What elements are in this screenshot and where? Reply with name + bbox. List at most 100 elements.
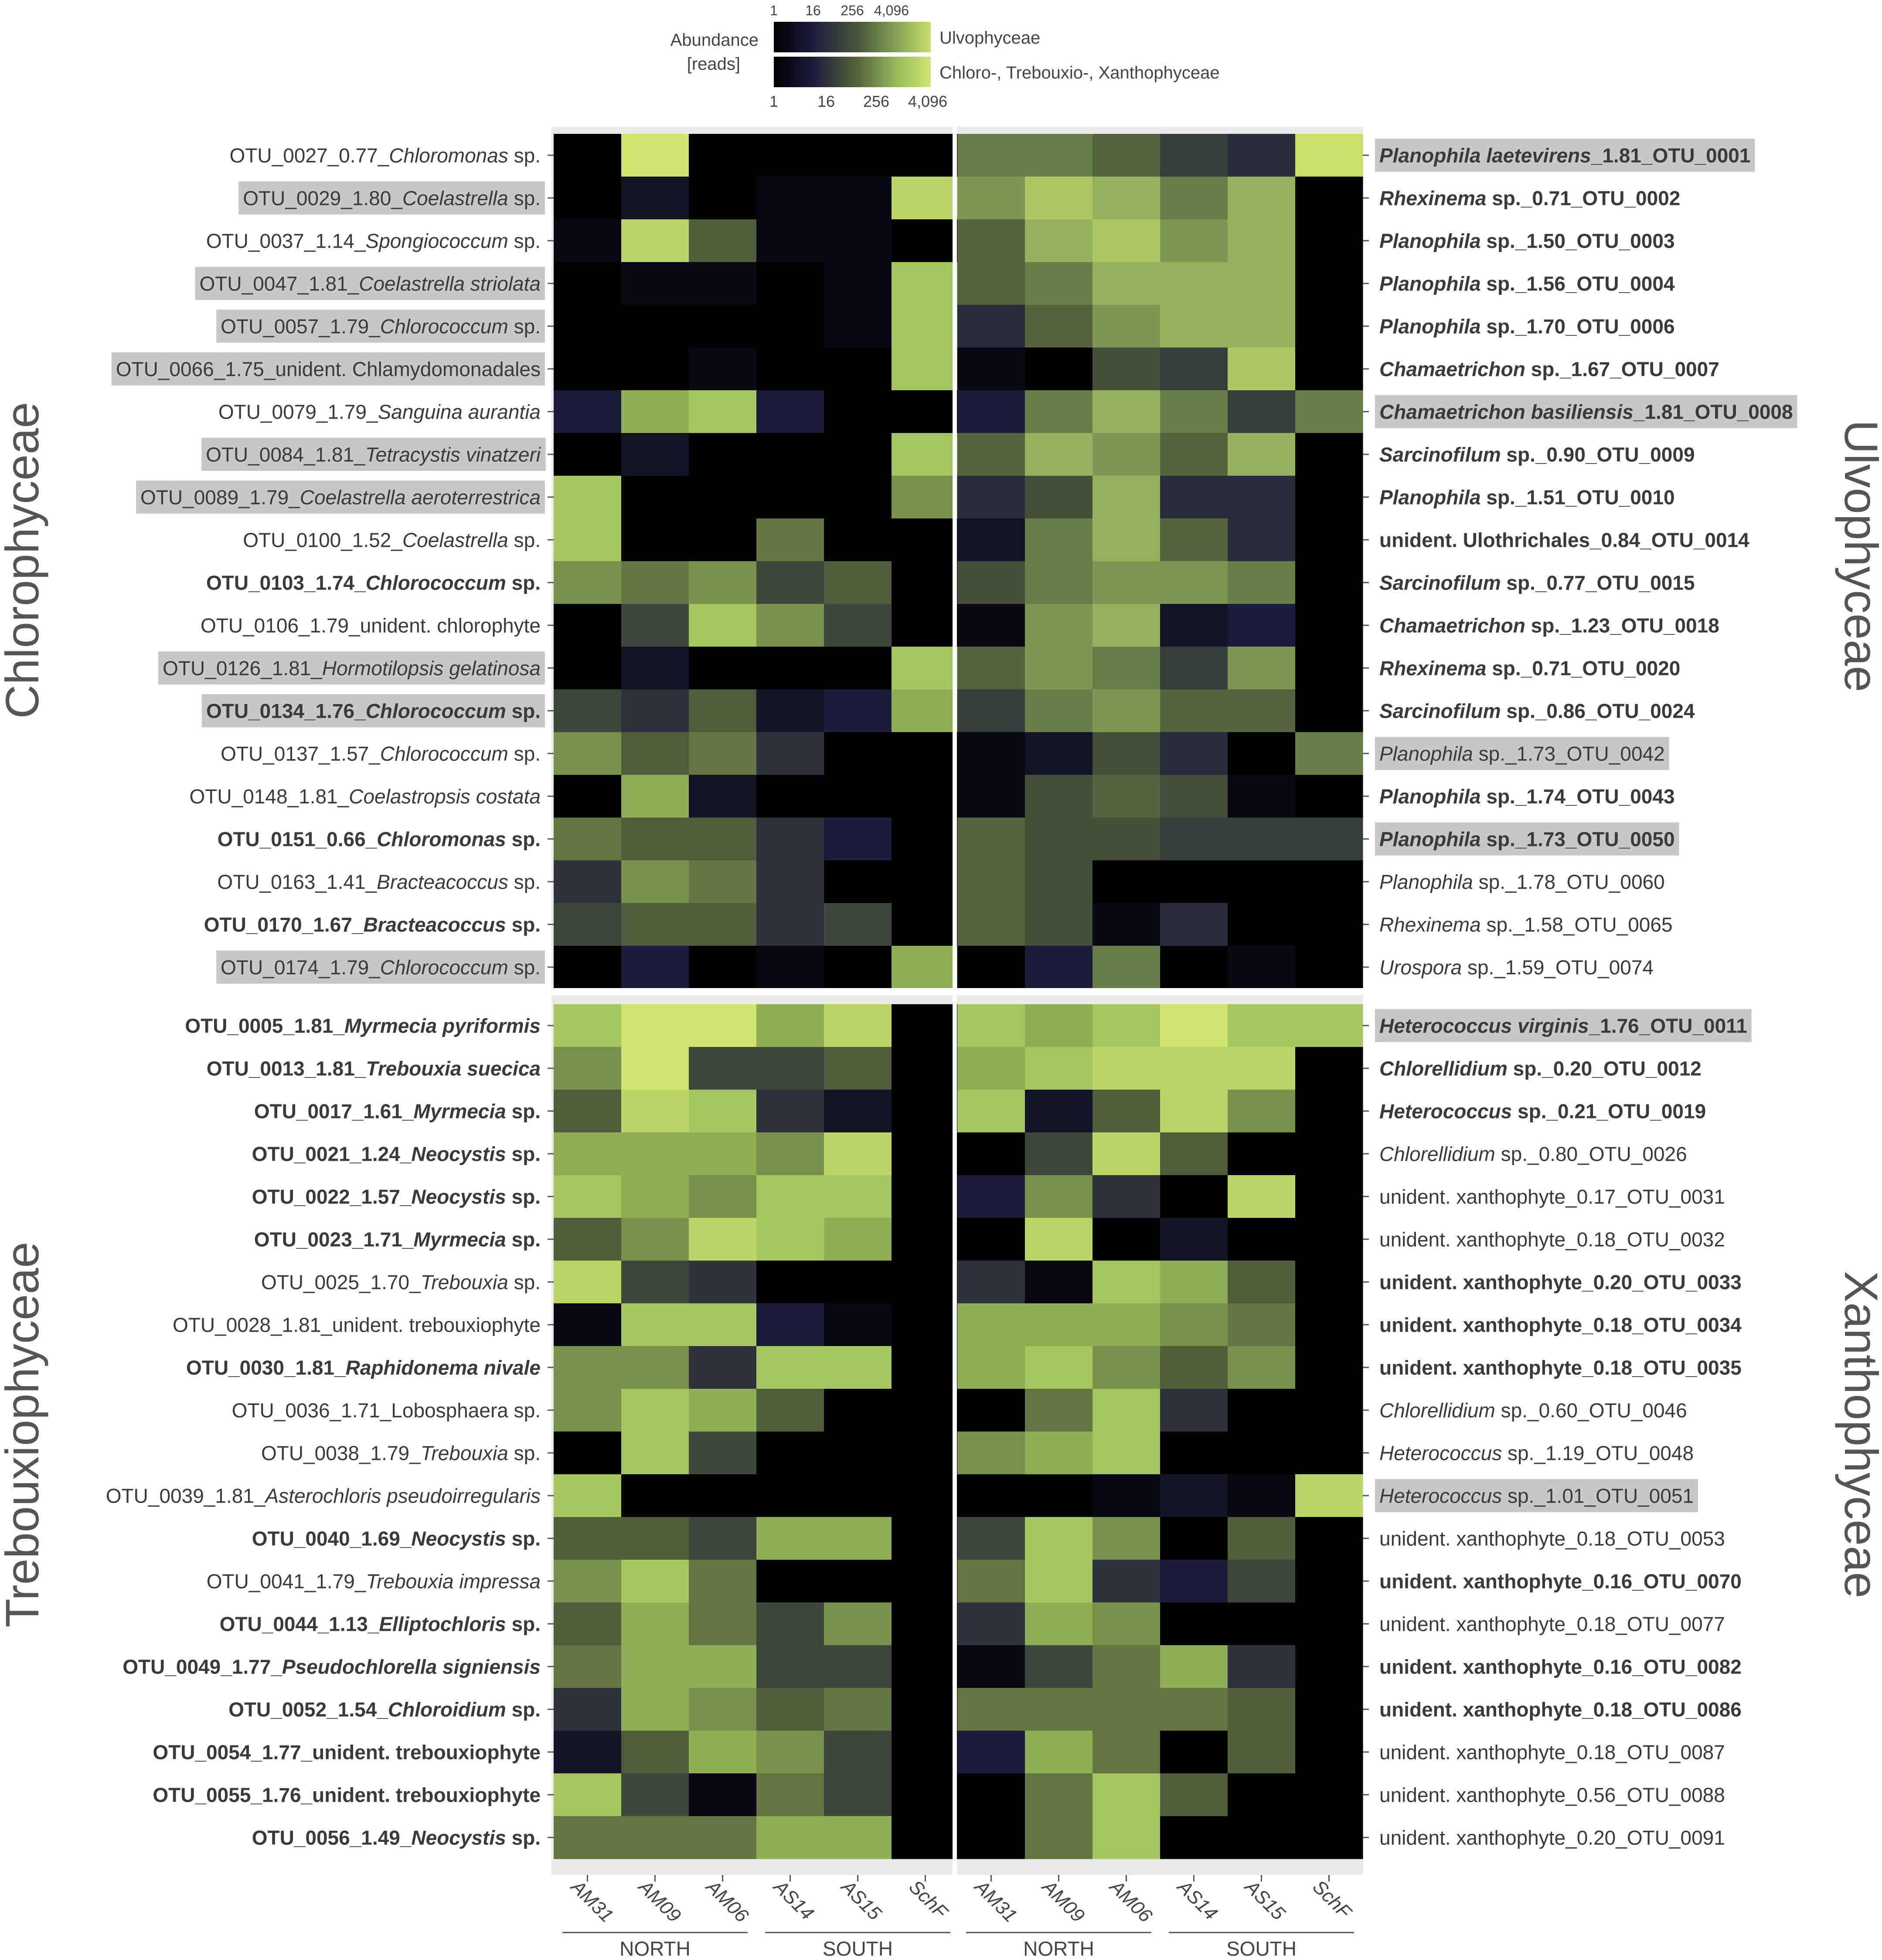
heatmap-cell — [554, 1645, 622, 1688]
row-label: OTU_0103_1.74_Chlorococcum sp. — [206, 572, 541, 594]
heatmap-cell — [1092, 1688, 1161, 1731]
heatmap-cell — [824, 647, 892, 690]
heatmap-cell — [1025, 1517, 1093, 1560]
heatmap-cell — [1025, 1303, 1093, 1346]
heatmap-cell — [756, 1047, 824, 1090]
heatmap-cell — [1295, 1047, 1363, 1090]
heatmap-cell — [892, 1560, 960, 1603]
heatmap-cell — [689, 518, 757, 562]
heatmap-cell — [1025, 476, 1093, 519]
heatmap-cell — [957, 262, 1025, 305]
legend-top-tick: 16 — [805, 3, 821, 18]
heatmap-cell — [824, 177, 892, 220]
row-label: Rhexinema sp._1.58_OTU_0065 — [1379, 914, 1673, 936]
heatmap-cell — [1025, 1432, 1093, 1475]
heatmap-cell — [1295, 1218, 1363, 1261]
heatmap-cell — [1160, 433, 1228, 476]
row-label: unident. xanthophyte_0.20_OTU_0033 — [1379, 1271, 1742, 1294]
heatmap-cell — [892, 1731, 960, 1774]
heatmap-cell — [554, 860, 622, 903]
row-label: unident. xanthophyte_0.18_OTU_0032 — [1379, 1228, 1725, 1251]
heatmap-cell — [554, 818, 622, 861]
heatmap-cell — [1295, 262, 1363, 305]
row-label: OTU_0027_0.77_Chloromonas sp. — [230, 144, 541, 167]
row-label-highlight — [111, 352, 545, 385]
heatmap-cell — [1092, 946, 1161, 989]
heatmap-cell — [892, 1474, 960, 1517]
heatmap-cell — [1160, 177, 1228, 220]
heatmap-cell — [756, 348, 824, 391]
heatmap-cell — [957, 1645, 1025, 1688]
heatmap-cell — [1025, 604, 1093, 647]
heatmap-cell — [1295, 1816, 1363, 1859]
heatmap-cell — [1025, 1560, 1093, 1603]
heatmap-cell — [1160, 390, 1228, 433]
heatmap-cell — [892, 1218, 960, 1261]
heatmap-cell — [957, 1047, 1025, 1090]
heatmap-cell — [892, 1175, 960, 1218]
row-label-highlight — [1375, 139, 1755, 172]
heatmap-cell — [824, 818, 892, 861]
heatmap-cell — [1160, 262, 1228, 305]
heatmap-cell — [689, 1047, 757, 1090]
heatmap-cell — [1092, 1132, 1161, 1176]
heatmap-cell — [824, 1773, 892, 1817]
heatmap-cell — [957, 604, 1025, 647]
heatmap-cell — [554, 348, 622, 391]
heatmap-cell — [1160, 1602, 1228, 1646]
column-label: AM09 — [633, 1875, 685, 1926]
heatmap-cell — [1160, 860, 1228, 903]
heatmap-cell — [689, 1560, 757, 1603]
heatmap-cell — [1228, 647, 1296, 690]
heatmap-cell — [1025, 1004, 1093, 1047]
heatmap-cell — [892, 1303, 960, 1346]
heatmap-cell — [892, 1261, 960, 1304]
heatmap-cell — [1228, 476, 1296, 519]
heatmap-cell — [1228, 1261, 1296, 1304]
heatmap-cell — [1025, 1602, 1093, 1646]
heatmap-cell — [621, 390, 689, 433]
heatmap-cell — [756, 604, 824, 647]
heatmap-cell — [957, 1731, 1025, 1774]
heatmap-cell — [1228, 1132, 1296, 1176]
row-label: Chlorellidium sp._0.60_OTU_0046 — [1379, 1399, 1687, 1422]
heatmap-cell — [1025, 262, 1093, 305]
heatmap-cell — [621, 1688, 689, 1731]
row-label: OTU_0134_1.76_Chlorococcum sp. — [206, 700, 541, 723]
heatmap-cell — [621, 305, 689, 348]
row-label: unident. xanthophyte_0.18_OTU_0053 — [1379, 1527, 1725, 1550]
heatmap-cell — [957, 1004, 1025, 1047]
heatmap-cell — [824, 390, 892, 433]
column-label: AM31 — [566, 1875, 617, 1926]
heatmap-cell — [1295, 1004, 1363, 1047]
heatmap-cell — [1295, 1175, 1363, 1218]
heatmap-cell — [1295, 433, 1363, 476]
heatmap-cell — [621, 1175, 689, 1218]
row-label: OTU_0023_1.71_Myrmecia sp. — [254, 1228, 541, 1251]
heatmap-cell — [892, 1688, 960, 1731]
heatmap-cell — [1025, 305, 1093, 348]
heatmap-cell — [1025, 1389, 1093, 1432]
heatmap-cell — [1092, 518, 1161, 562]
heatmap-cell — [892, 476, 960, 519]
row-label: OTU_0038_1.79_Trebouxia sp. — [261, 1442, 541, 1465]
column-label: SchF — [1308, 1876, 1356, 1923]
heatmap-cell — [824, 1090, 892, 1133]
heatmap-cell — [554, 561, 622, 604]
heatmap-cell — [1025, 134, 1093, 177]
heatmap-cell — [1160, 476, 1228, 519]
heatmap-cell — [689, 689, 757, 733]
heatmap-cell — [554, 1731, 622, 1774]
heatmap-cell — [1160, 604, 1228, 647]
heatmap-cell — [1295, 732, 1363, 775]
heatmap-cell — [1160, 1773, 1228, 1817]
heatmap-cell — [824, 860, 892, 903]
heatmap-cell — [554, 1132, 622, 1176]
row-label: unident. xanthophyte_0.16_OTU_0070 — [1379, 1570, 1742, 1593]
heatmap-cell — [1295, 946, 1363, 989]
heatmap-cell — [892, 305, 960, 348]
heatmap-cell — [957, 1090, 1025, 1133]
heatmap-cell — [824, 1432, 892, 1475]
heatmap-cell — [689, 305, 757, 348]
row-labels: OTU_0027_0.77_Chloromonas sp. OTU_0029_1.… — [106, 139, 1797, 1849]
